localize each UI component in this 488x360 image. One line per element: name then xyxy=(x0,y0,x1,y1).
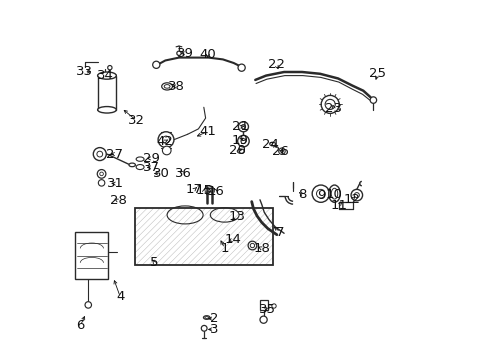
Text: 30: 30 xyxy=(152,167,169,180)
Ellipse shape xyxy=(237,149,244,153)
Text: 2: 2 xyxy=(209,312,218,325)
Text: 33: 33 xyxy=(76,65,93,78)
Text: 31: 31 xyxy=(107,177,124,190)
Text: 34: 34 xyxy=(97,69,114,82)
Text: 9: 9 xyxy=(316,189,325,202)
Circle shape xyxy=(350,189,362,201)
Text: 29: 29 xyxy=(143,152,160,165)
Bar xyxy=(134,208,273,265)
Circle shape xyxy=(369,97,376,103)
Text: 41: 41 xyxy=(199,125,216,138)
Text: 23: 23 xyxy=(325,102,342,115)
Text: 1: 1 xyxy=(220,242,228,255)
Circle shape xyxy=(177,51,181,55)
Text: 16: 16 xyxy=(207,185,224,198)
Text: 20: 20 xyxy=(228,144,245,157)
Ellipse shape xyxy=(98,107,116,113)
Circle shape xyxy=(316,189,325,198)
Text: 21: 21 xyxy=(232,120,249,133)
Text: 36: 36 xyxy=(175,167,191,180)
Ellipse shape xyxy=(328,185,340,202)
Circle shape xyxy=(238,122,248,132)
Text: 17: 17 xyxy=(185,183,202,196)
Bar xyxy=(259,300,267,310)
Text: 39: 39 xyxy=(176,47,193,60)
Text: 11: 11 xyxy=(330,199,346,212)
Text: 38: 38 xyxy=(167,80,184,93)
Circle shape xyxy=(93,148,106,161)
Text: 28: 28 xyxy=(110,194,127,207)
Circle shape xyxy=(97,170,106,178)
Text: 27: 27 xyxy=(106,148,123,161)
Text: 25: 25 xyxy=(368,67,386,80)
Text: 7: 7 xyxy=(276,226,284,239)
Text: 18: 18 xyxy=(253,242,270,255)
Text: 3: 3 xyxy=(209,323,218,336)
Text: 24: 24 xyxy=(261,138,278,151)
Ellipse shape xyxy=(136,165,144,170)
Text: 15: 15 xyxy=(195,184,212,197)
Circle shape xyxy=(271,304,276,308)
Bar xyxy=(98,76,116,110)
Circle shape xyxy=(238,64,244,71)
Text: 12: 12 xyxy=(343,193,360,206)
Ellipse shape xyxy=(330,188,337,199)
Circle shape xyxy=(98,180,104,186)
Text: 37: 37 xyxy=(143,161,160,174)
Text: 4: 4 xyxy=(116,291,124,303)
Circle shape xyxy=(247,241,256,250)
Text: 19: 19 xyxy=(231,134,248,147)
Circle shape xyxy=(162,146,171,155)
Circle shape xyxy=(237,135,249,147)
Circle shape xyxy=(152,61,160,68)
Text: 26: 26 xyxy=(271,145,288,158)
Circle shape xyxy=(260,316,266,323)
Circle shape xyxy=(278,148,285,154)
Circle shape xyxy=(158,132,174,148)
Bar xyxy=(75,232,108,279)
Ellipse shape xyxy=(203,316,209,319)
Text: 42: 42 xyxy=(157,135,173,148)
Circle shape xyxy=(321,95,339,113)
Text: 14: 14 xyxy=(224,233,241,246)
Ellipse shape xyxy=(136,157,144,161)
Text: 22: 22 xyxy=(267,58,284,71)
Text: 10: 10 xyxy=(325,188,342,201)
Circle shape xyxy=(107,66,112,70)
Text: 8: 8 xyxy=(297,188,305,201)
Circle shape xyxy=(201,325,206,331)
Circle shape xyxy=(325,99,335,109)
Text: 40: 40 xyxy=(199,48,216,60)
Text: 35: 35 xyxy=(259,303,276,316)
Circle shape xyxy=(85,302,91,308)
Ellipse shape xyxy=(129,163,135,167)
Ellipse shape xyxy=(269,142,275,146)
Text: 5: 5 xyxy=(150,256,159,269)
Circle shape xyxy=(311,185,329,202)
Text: 13: 13 xyxy=(227,210,244,222)
Ellipse shape xyxy=(98,72,116,79)
Text: 32: 32 xyxy=(128,114,145,127)
Text: 6: 6 xyxy=(76,319,84,332)
Ellipse shape xyxy=(162,83,172,90)
